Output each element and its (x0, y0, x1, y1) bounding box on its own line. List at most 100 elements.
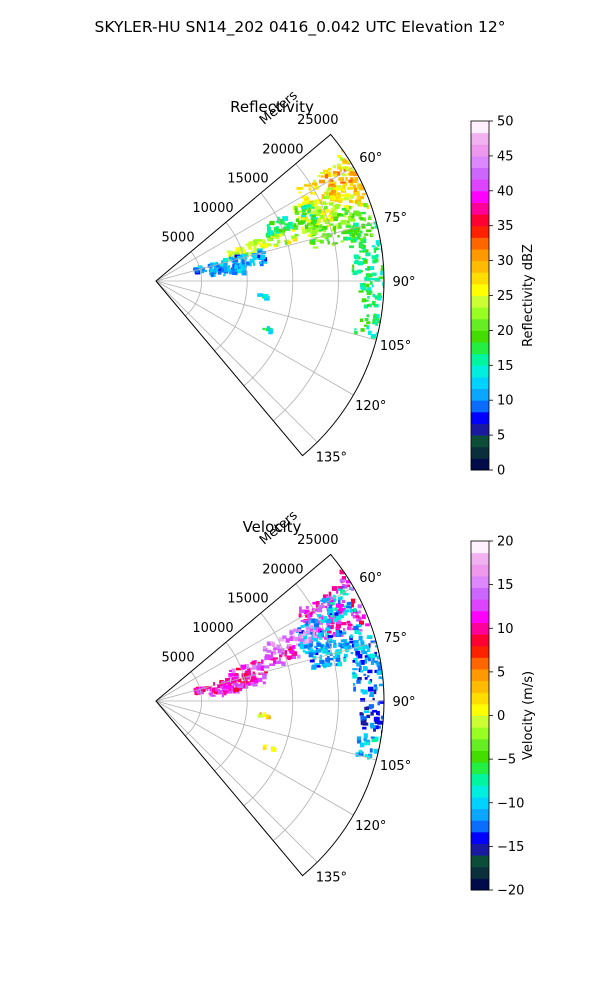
echo-gate (309, 647, 312, 652)
echo-gate (327, 240, 330, 245)
echo-gate (252, 671, 255, 676)
echo-gate (312, 619, 319, 623)
echo-gate (324, 236, 329, 240)
echo-gate (305, 624, 310, 628)
echo-gate (312, 650, 316, 654)
echo-gate (336, 654, 341, 659)
echo-gate (320, 235, 327, 238)
echo-gate (385, 655, 391, 659)
echo-gate (365, 252, 371, 257)
echo-gate (371, 284, 374, 288)
echo-gate (332, 655, 335, 658)
echo-gate (305, 229, 311, 233)
echo-gate (307, 646, 311, 651)
echo-gate (322, 594, 329, 599)
echo-gate (326, 188, 330, 192)
echo-gate (325, 209, 330, 213)
echo-gate (376, 219, 382, 224)
echo-gate (267, 227, 271, 231)
echo-gate (318, 615, 324, 619)
echo-gate (250, 662, 253, 665)
echo-gate (266, 649, 272, 653)
echo-gate (333, 218, 338, 222)
colorbar-label: Reflectivity dBZ (521, 244, 536, 347)
echo-gate (341, 610, 345, 614)
echo-gate (318, 636, 323, 640)
echo-gate (314, 645, 318, 649)
echo-gate (372, 319, 376, 323)
echo-gate (327, 611, 330, 616)
colorbar-segment (471, 295, 489, 308)
echo-gate (387, 725, 390, 730)
echo-gate (331, 226, 335, 232)
echo-gate (313, 652, 316, 655)
echo-gate (301, 205, 305, 209)
theta-tick-label: 90° (392, 695, 415, 710)
echo-gate (322, 169, 329, 173)
echo-gate (331, 586, 338, 591)
echo-gate (213, 682, 216, 687)
echo-gate (305, 620, 311, 625)
echo-gate (357, 624, 362, 628)
echo-gate (342, 158, 347, 163)
echo-gate (195, 268, 200, 273)
echo-gate (335, 657, 341, 662)
echo-gate (335, 603, 342, 609)
echo-gate (326, 655, 330, 659)
echo-gate (256, 239, 263, 242)
echo-gate (349, 149, 354, 154)
echo-gate (375, 332, 382, 336)
echo-gate (247, 669, 251, 675)
echo-gate (302, 208, 306, 213)
echo-gate (339, 168, 342, 173)
echo-gate (335, 632, 338, 636)
colorbar-segment (471, 248, 489, 262)
echo-gate (377, 297, 382, 301)
echo-gate (345, 580, 351, 584)
echo-gate (242, 684, 249, 689)
echo-gate (393, 727, 397, 731)
echo-gate (332, 204, 336, 210)
echo-gate (342, 631, 347, 635)
echo-gate (313, 623, 320, 628)
echo-gate (228, 682, 232, 687)
echo-gate (366, 204, 370, 210)
echo-gate (326, 624, 329, 629)
echo-region (355, 733, 385, 761)
echo-gate (257, 293, 263, 297)
echo-gate (331, 633, 337, 637)
echo-gate (342, 593, 349, 596)
echo-gate (241, 270, 248, 276)
echo-gate (332, 165, 337, 169)
echo-gate (314, 182, 317, 187)
echo-gate (251, 674, 255, 678)
echo-gate (231, 668, 236, 674)
echo-gate (377, 665, 381, 669)
echo-gate (232, 258, 239, 263)
echo-gate (236, 250, 241, 255)
range-ring (243, 192, 294, 387)
echo-gate (328, 203, 333, 206)
echo-gate (369, 266, 375, 271)
echo-gate (375, 322, 378, 326)
echo-gate (371, 300, 376, 305)
echo-gate (270, 230, 273, 235)
echo-gate (257, 714, 263, 718)
echo-gate (329, 653, 334, 656)
echo-gate (382, 285, 384, 288)
colorbar-segment (471, 634, 489, 647)
echo-gate (358, 632, 362, 635)
echo-gate (254, 679, 259, 684)
echo-gate (340, 603, 344, 608)
echo-gate (346, 166, 351, 172)
echo-gate (278, 650, 283, 654)
echo-gate (297, 216, 301, 220)
echo-gate (351, 603, 355, 608)
echo-gate (318, 632, 322, 638)
echo-gate (330, 614, 335, 618)
echo-gate (327, 187, 334, 190)
echo-gate (234, 673, 239, 678)
echo-gate (262, 673, 267, 677)
echo-gate (377, 720, 384, 725)
echo-gate (250, 676, 257, 680)
